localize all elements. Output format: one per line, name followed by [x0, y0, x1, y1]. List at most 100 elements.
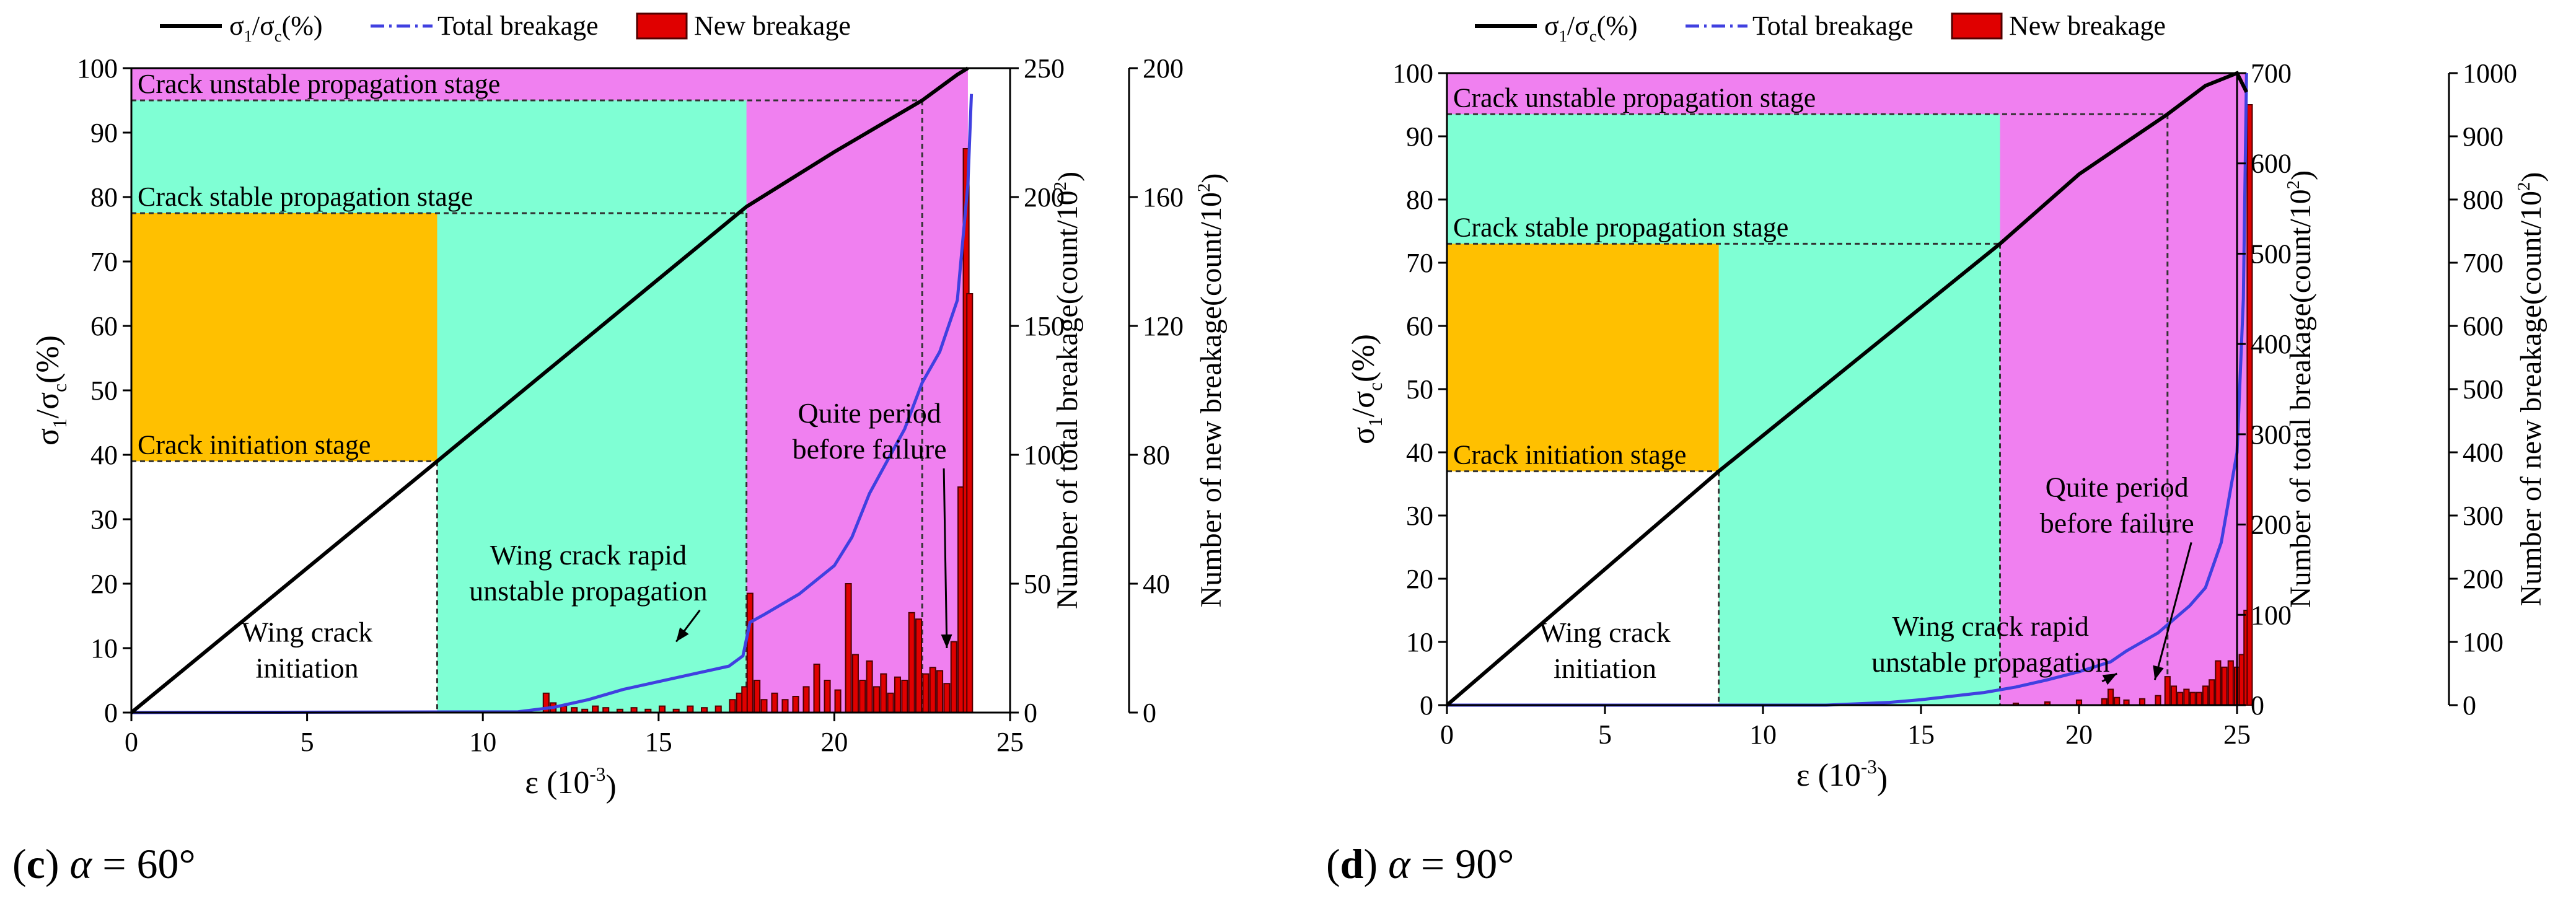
new-breakage-bar [2209, 679, 2215, 706]
stress-line [130, 66, 969, 714]
annotation-rapid-line1: Wing crack rapid [490, 539, 687, 571]
legend-stress-label-part: /σ [252, 11, 275, 41]
y3-tick-label: 400 [2463, 437, 2503, 468]
y-axis-label-right2-part: ) [2516, 172, 2549, 182]
new-breakage-bar [915, 618, 923, 714]
y-axis-label-right1-part: ) [1052, 172, 1085, 182]
new-breakage-bar [781, 699, 789, 713]
total-breakage-line [1447, 72, 2248, 707]
y2-tick-label: 200 [2251, 510, 2292, 540]
y2-tick-label: 100 [1024, 440, 1065, 470]
annotation-quiet-line1: Quite period [798, 397, 941, 429]
y-axis-label-right1-part: Number of total breakage(count/10 [2284, 189, 2317, 608]
x-axis-label-part: ε (10 [525, 765, 589, 801]
arrow-rapid-head [676, 627, 689, 642]
y-tick-label: 30 [90, 504, 118, 535]
y-tick-label: 100 [77, 53, 118, 84]
x-tick-label: 20 [820, 727, 848, 757]
y-tick-label: 70 [90, 247, 118, 277]
legend-stress-label-part: (%) [282, 11, 323, 41]
y3-tick-label: 500 [2463, 374, 2503, 405]
new-breakage-bar [2114, 696, 2121, 706]
legend-new-swatch [636, 12, 688, 40]
new-breakage-bar [2107, 688, 2114, 706]
stage-label-initiation: Crack initiation stage [138, 429, 371, 460]
legend-new-label: New breakage [694, 11, 851, 41]
new-breakage-bar [2202, 685, 2209, 706]
y2-tick-label: 50 [1024, 569, 1051, 599]
legend: σ1/σc(%) Total breakage New breakage [1475, 11, 2166, 45]
legend-stress-label-part: c [1589, 27, 1597, 45]
legend-stress-label-part: c [275, 27, 282, 45]
y2-tick-label: 250 [1024, 53, 1065, 84]
new-breakage-bar [2227, 660, 2234, 706]
y-tick-label: 90 [90, 118, 118, 148]
caption-d: (d) α = 90° [1326, 840, 1514, 887]
legend-total-label: Total breakage [1752, 11, 1914, 41]
x-tick-label: 15 [1907, 719, 1935, 750]
stage-label-unstable: Crack unstable propagation stage [1453, 82, 1816, 113]
x-tick-label: 5 [301, 727, 314, 757]
y-axis-label-right1-part: ) [2285, 170, 2318, 180]
x-axis-label-part: -3 [589, 763, 605, 785]
new-breakage-bar [792, 696, 799, 713]
y-axis-label-right2: Number of new breakage(count/102) [2514, 172, 2549, 607]
annotation-rapid-line1: Wing crack rapid [1892, 610, 2088, 642]
y-axis-label-right2-part: Number of new breakage(count/10 [2515, 191, 2547, 606]
y-tick-label: 50 [1406, 374, 1433, 405]
stage-label-stable: Crack stable propagation stage [138, 182, 473, 212]
new-breakage-bar [714, 705, 722, 713]
x-tick-label: 10 [469, 727, 496, 757]
y2-tick-label: 0 [2251, 690, 2264, 721]
y2-tick-label: 0 [1024, 698, 1037, 728]
new-breakage-bar [2183, 688, 2190, 706]
new-breakage-bar [894, 676, 902, 714]
y3-tick-label: 160 [1143, 182, 1184, 213]
new-breakage-bar [950, 641, 957, 713]
y-axis-label-left-part: c [1365, 382, 1386, 391]
legend-stress-label-part: 1 [244, 27, 252, 45]
new-breakage-bar [2196, 692, 2202, 706]
y-tick-label: 100 [1392, 58, 1433, 89]
y-tick-label: 90 [1406, 121, 1433, 152]
new-breakage-bar [2221, 666, 2228, 706]
new-breakage-bars [2012, 104, 2253, 706]
y-tick-label: 20 [1406, 564, 1433, 594]
annotation-quiet-line2: before failure [793, 433, 947, 465]
y-tick-label: 40 [1406, 437, 1433, 468]
new-breakage-bar [802, 686, 810, 714]
y-axis-label-right1: Number of total breakage(count/102) [1050, 172, 1085, 609]
new-breakage-bar [943, 683, 951, 713]
new-breakage-bar [901, 680, 908, 713]
y-tick-label: 10 [90, 633, 118, 664]
x-tick-label: 10 [1749, 719, 1777, 750]
y3-tick-label: 200 [2463, 564, 2503, 594]
new-breakage-bar [592, 705, 599, 713]
x-axis-label-part: ε (10 [1796, 758, 1861, 793]
y3-tick-label: 900 [2463, 121, 2503, 152]
y-tick-label: 20 [90, 569, 118, 599]
y3-tick-label: 100 [2463, 627, 2503, 657]
legend-stress-label-part: (%) [1597, 11, 1638, 41]
new-breakage-bar [824, 680, 831, 713]
x-axis-label: ε (10-3) [525, 763, 616, 804]
y-tick-label: 60 [90, 311, 118, 341]
y2-tick-label: 100 [2251, 600, 2292, 630]
stage-label-stable: Crack stable propagation stage [1453, 212, 1788, 242]
new-breakage-bar [2155, 695, 2161, 706]
new-breakage-bar [2189, 692, 2196, 706]
new-breakage-bar [760, 699, 768, 713]
new-breakage-bar [859, 680, 866, 713]
new-breakage-bar [2246, 104, 2253, 706]
y3-tick-label: 800 [2463, 185, 2503, 215]
annotation-quiet-line1: Quite period [2046, 471, 2189, 503]
chart-panel-c: Crack initiation stage Crack stable propa… [30, 11, 1229, 804]
new-breakage-bar [729, 699, 736, 713]
x-axis-label-part: -3 [1861, 756, 1877, 778]
y-tick-label: 10 [1406, 627, 1433, 657]
new-breakage-bar [887, 692, 894, 714]
legend-stress-label-part: 1 [1559, 27, 1567, 45]
y2-tick-label: 300 [2251, 419, 2292, 450]
y-tick-label: 0 [104, 698, 118, 728]
